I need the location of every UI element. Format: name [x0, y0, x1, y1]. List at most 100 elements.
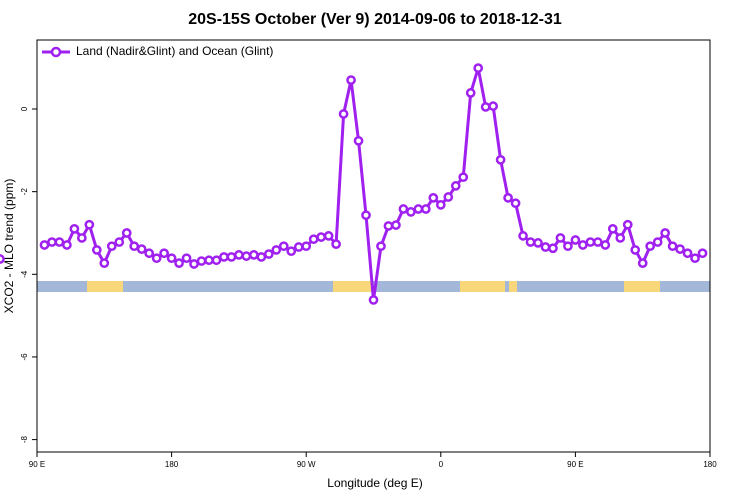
legend: Land (Nadir&Glint) and Ocean (Glint): [42, 44, 273, 58]
chart-title: 20S-15S October (Ver 9) 2014-09-06 to 20…: [188, 11, 562, 28]
data-point: [488, 101, 498, 111]
data-point: [47, 237, 57, 247]
data-point: [480, 102, 491, 112]
x-tick-label: 180: [703, 460, 717, 469]
data-point: [136, 244, 147, 254]
land-band: [624, 281, 660, 292]
x-tick-label: 0: [439, 460, 444, 469]
data-point: [62, 240, 72, 250]
y-axis-label: XCO2 - MLO trend (ppm): [2, 179, 16, 314]
data-point: [249, 250, 259, 260]
y-tick-label: -4: [20, 270, 29, 278]
y-tick-label: -6: [20, 353, 29, 361]
data-point: [391, 220, 401, 230]
data-point: [660, 228, 670, 238]
data-point: [256, 252, 267, 262]
y-tick-label: -8: [20, 436, 29, 444]
data-point: [316, 232, 327, 242]
land-band: [460, 281, 505, 292]
x-tick-label: 90 E: [567, 460, 583, 469]
data-point: [458, 172, 469, 183]
data-point: [592, 237, 603, 247]
data-point: [510, 198, 521, 209]
x-axis-label: Longitude (deg E): [327, 476, 422, 490]
data-point: [241, 251, 252, 261]
data-point: [144, 248, 155, 259]
data-point: [383, 221, 394, 231]
y-tick-label: -2: [20, 188, 29, 196]
series-line: [43, 66, 704, 302]
data-point: [69, 224, 80, 234]
data-point: [630, 245, 641, 255]
data-point: [615, 233, 626, 243]
data-point: [219, 252, 229, 262]
data-point: [540, 242, 551, 252]
data-point: [106, 241, 117, 252]
plot-frame: [36, 39, 711, 453]
data-point: [652, 237, 663, 247]
data-point: [77, 233, 87, 243]
x-tick-label: 90 W: [297, 460, 316, 469]
data-point: [39, 240, 50, 250]
data-point: [323, 231, 334, 241]
land-band: [333, 281, 371, 292]
data-point: [443, 192, 454, 202]
data-point: [406, 207, 416, 217]
data-point: [495, 154, 506, 165]
data-point: [181, 253, 192, 264]
data-point: [151, 253, 162, 264]
data-point: [555, 233, 566, 243]
data-point: [361, 210, 371, 221]
data-point: [271, 245, 282, 255]
data-point: [435, 200, 446, 210]
data-point: [667, 241, 678, 252]
data-point: [91, 245, 102, 255]
data-point: [376, 241, 386, 252]
data-point: [607, 224, 618, 234]
data-point: [637, 258, 648, 268]
data-point: [204, 255, 214, 266]
data-point: [682, 248, 693, 259]
data-point: [234, 250, 244, 260]
data-point: [690, 253, 700, 264]
data-point: [196, 256, 207, 266]
x-tick-label: 90 E: [29, 460, 45, 469]
data-point: [368, 295, 379, 305]
data-point: [174, 258, 184, 268]
data-point: [578, 240, 588, 250]
data-point: [503, 193, 513, 203]
data-point: [675, 244, 685, 254]
data-point: [353, 135, 364, 146]
data-point: [548, 243, 558, 254]
data-point: [570, 235, 581, 245]
land-band: [509, 281, 517, 292]
data-point: [301, 241, 312, 252]
data-point: [697, 248, 708, 259]
data-point: [121, 228, 132, 238]
data-point: [129, 241, 140, 252]
data-point: [54, 237, 65, 247]
data-point: [211, 255, 222, 266]
data-point: [420, 204, 431, 214]
data-point: [338, 109, 349, 119]
data-point: [465, 88, 476, 98]
data-point: [166, 253, 177, 264]
data-point: [114, 237, 125, 247]
y-tick-label: 0: [20, 106, 29, 111]
data-point: [563, 241, 573, 252]
data-point: [398, 204, 409, 214]
data-point: [308, 234, 319, 245]
data-point: [84, 219, 95, 230]
data-point: [99, 258, 110, 268]
data-point: [0, 254, 5, 264]
data-point: [525, 237, 536, 247]
data-point: [645, 241, 656, 252]
legend-marker: [50, 46, 62, 58]
data-point: [263, 249, 274, 259]
legend-label: Land (Nadir&Glint) and Ocean (Glint): [76, 44, 273, 58]
data-point: [286, 246, 297, 257]
data-point: [600, 240, 611, 250]
data-point: [413, 204, 424, 214]
